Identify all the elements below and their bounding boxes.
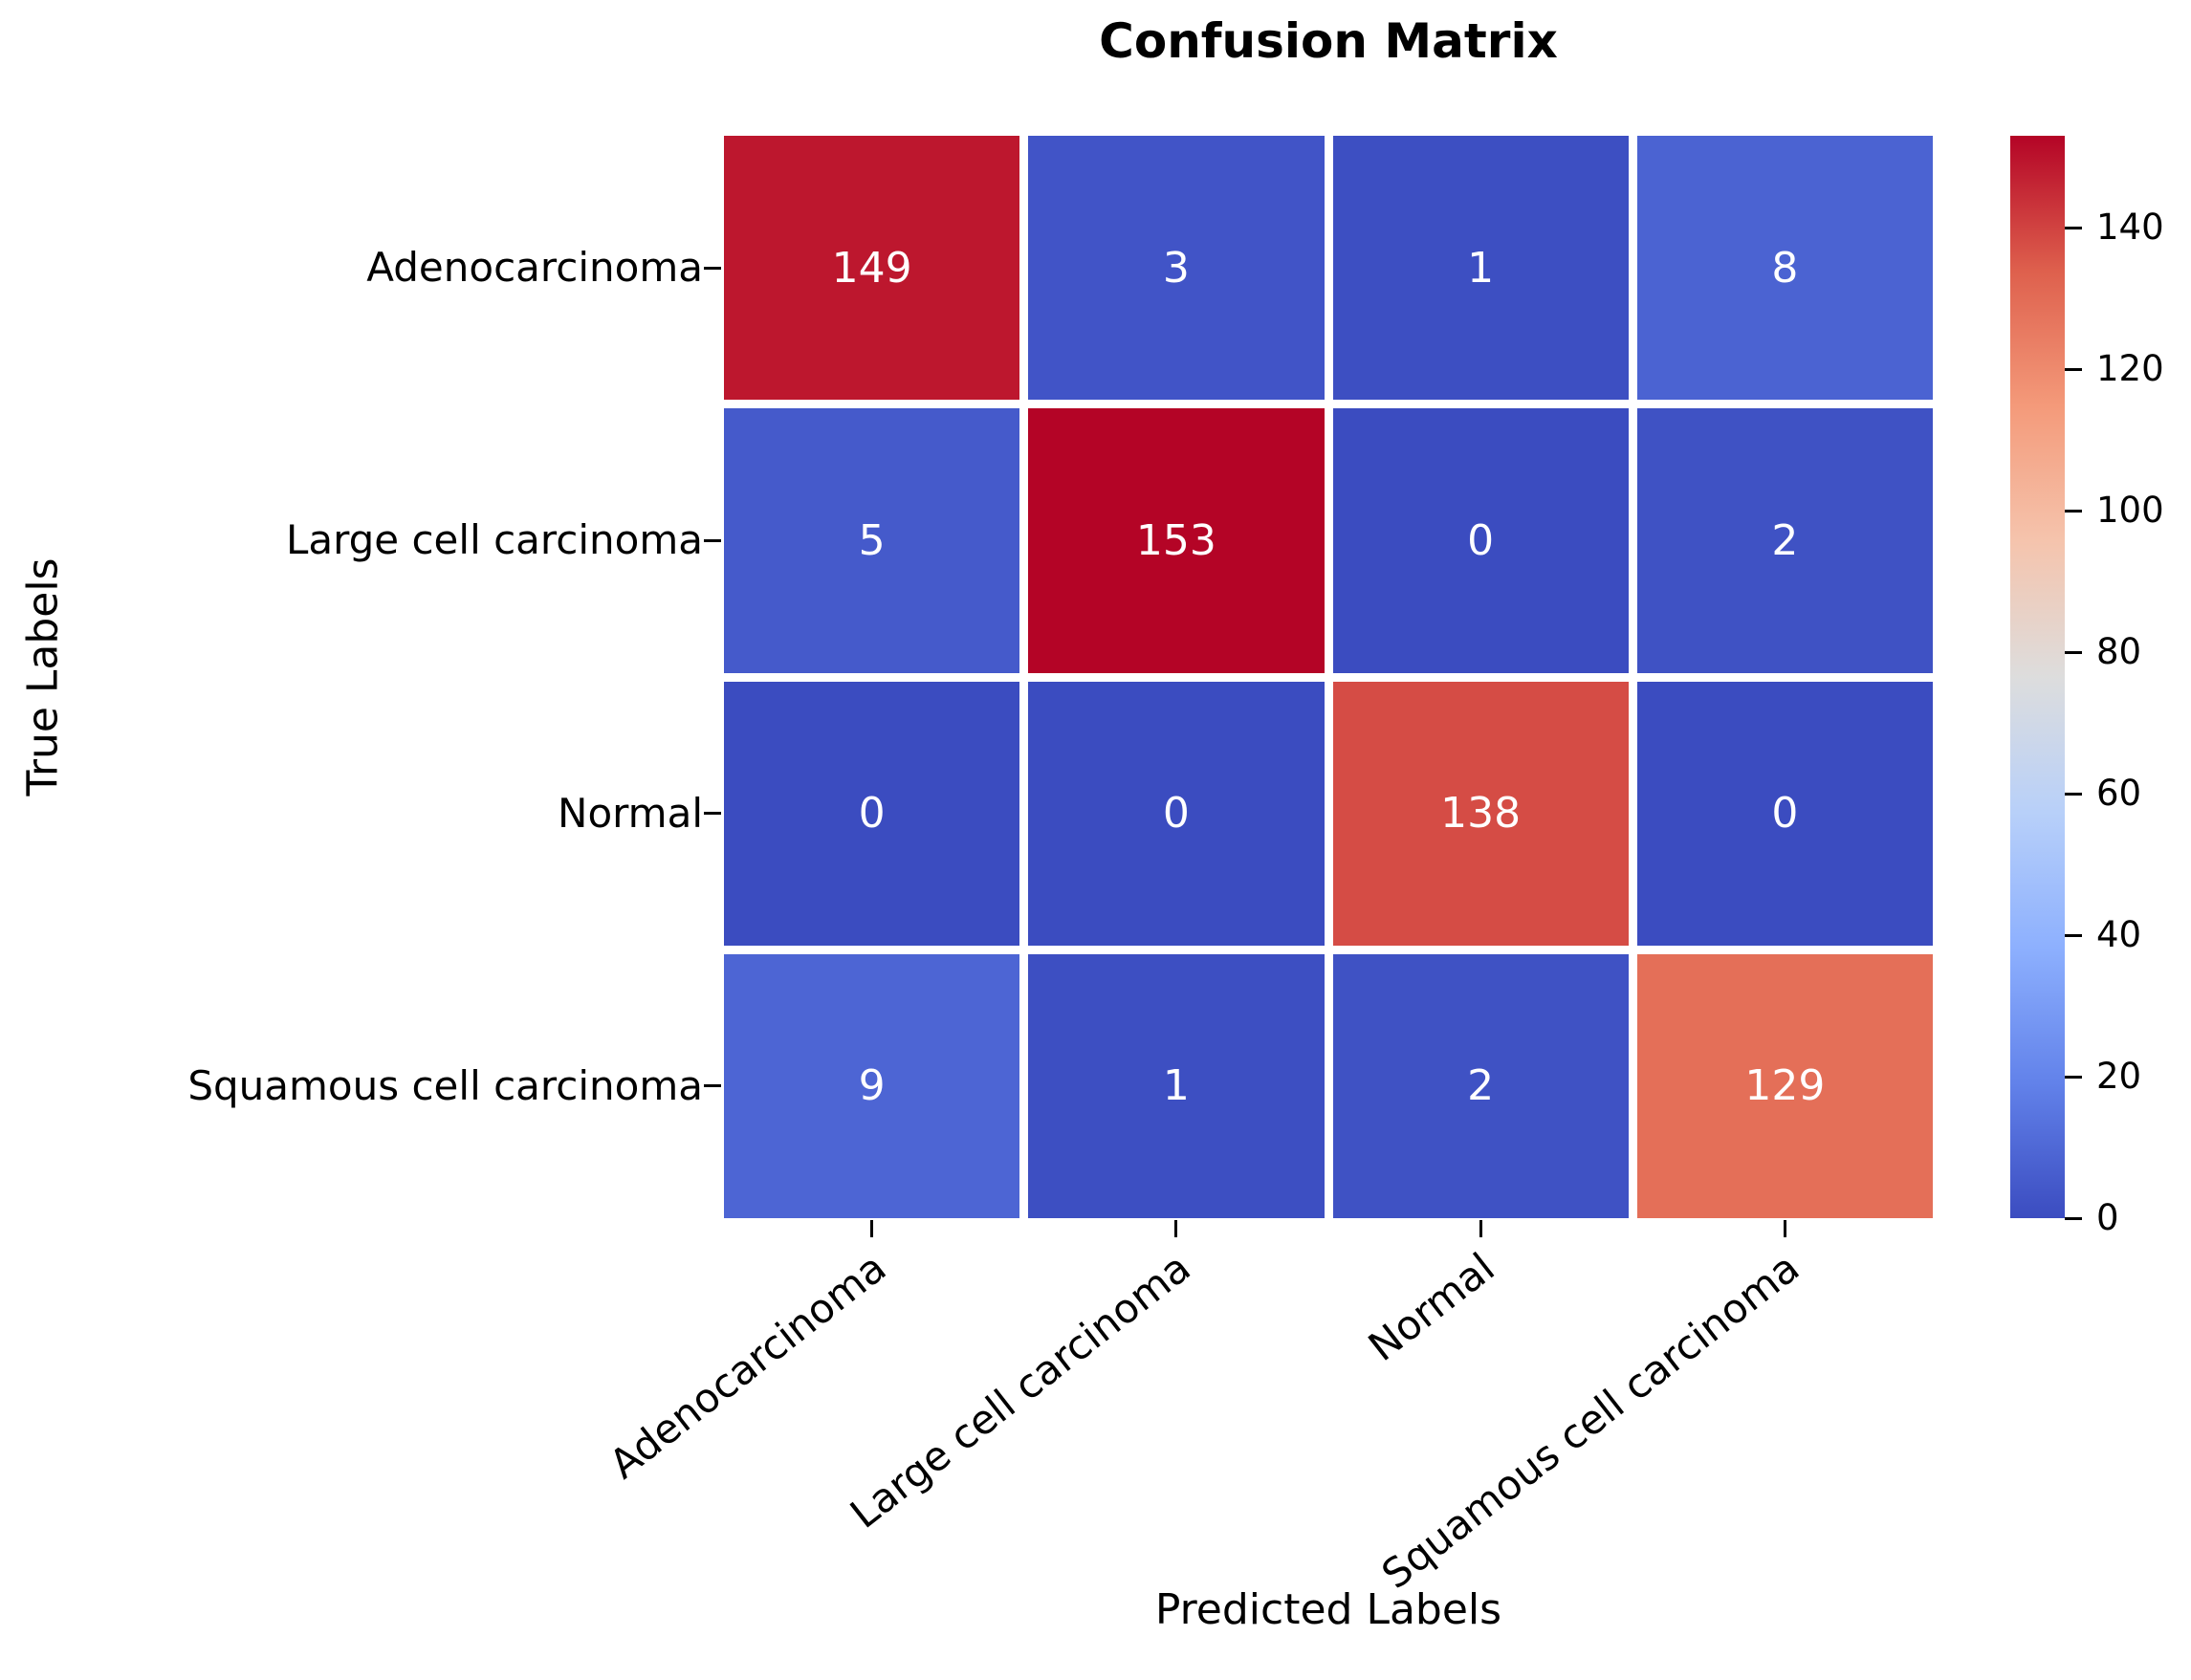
cell-value: 1 (1467, 243, 1495, 293)
colorbar-tick-label: 20 (2096, 1056, 2142, 1098)
heatmap-cell: 1 (1332, 136, 1629, 401)
cell-value: 5 (858, 515, 886, 565)
cell-value: 0 (1162, 789, 1190, 839)
colorbar-tick-mark (2065, 650, 2082, 654)
cell-value: 1 (1162, 1061, 1190, 1111)
cell-value: 129 (1744, 1061, 1826, 1111)
colorbar-tick-mark (2065, 1216, 2082, 1220)
heatmap-cell: 153 (1028, 408, 1325, 673)
cell-value: 0 (1467, 515, 1495, 565)
y-tick-mark (704, 812, 721, 816)
cell-value: 3 (1162, 243, 1190, 293)
x-tick-mark (1783, 1220, 1786, 1237)
colorbar-tick-mark (2065, 933, 2082, 937)
x-tick-label: Normal (1359, 1243, 1503, 1371)
cell-value: 8 (1771, 243, 1799, 293)
colorbar-tick-mark (2065, 509, 2082, 513)
heatmap-cell: 2 (1636, 408, 1933, 673)
x-axis-label: Predicted Labels (1154, 1585, 1502, 1634)
cell-value: 0 (858, 789, 886, 839)
x-tick-mark (1479, 1220, 1482, 1237)
chart-title: Confusion Matrix (1099, 13, 1558, 69)
y-tick-label: Adenocarcinoma (366, 244, 703, 292)
colorbar-tick-mark (2065, 367, 2082, 371)
y-tick-label: Large cell carcinoma (285, 516, 703, 564)
cell-value: 153 (1135, 515, 1216, 565)
cell-value: 0 (1771, 789, 1799, 839)
colorbar-tick-label: 80 (2096, 631, 2142, 673)
heatmap-cell: 1 (1028, 953, 1325, 1218)
colorbar (2010, 136, 2065, 1218)
colorbar-tick-label: 0 (2096, 1197, 2119, 1238)
heatmap-cell: 129 (1636, 953, 1933, 1218)
heatmap-cell: 138 (1332, 681, 1629, 946)
colorbar-tick-mark (2065, 1075, 2082, 1079)
x-tick-label: Adenocarcinoma (601, 1243, 895, 1489)
colorbar-tick-label: 100 (2096, 490, 2164, 532)
x-tick-mark (1174, 1220, 1178, 1237)
heatmap-cell: 149 (724, 136, 1020, 401)
y-tick-mark (704, 266, 721, 270)
heatmap-cell: 8 (1636, 136, 1933, 401)
y-tick-label: Squamous cell carcinoma (187, 1061, 703, 1109)
cell-value: 2 (1467, 1061, 1495, 1111)
y-tick-mark (704, 538, 721, 542)
cell-value: 149 (831, 243, 912, 293)
colorbar-tick-mark (2065, 226, 2082, 229)
y-tick-mark (704, 1084, 721, 1088)
heatmap-cell: 0 (724, 681, 1020, 946)
heatmap-cell: 0 (1332, 408, 1629, 673)
cell-value: 9 (858, 1061, 886, 1111)
x-tick-mark (870, 1220, 874, 1237)
heatmap-cell: 9 (724, 953, 1020, 1218)
heatmap-cell: 5 (724, 408, 1020, 673)
colorbar-tick-label: 140 (2096, 207, 2164, 249)
y-tick-label: Normal (558, 789, 703, 837)
colorbar-tick-label: 60 (2096, 773, 2142, 815)
heatmap-grid: 149 3 1 8 5 153 0 2 0 0 138 0 9 1 2 129 (724, 136, 1933, 1218)
heatmap-cell: 0 (1028, 681, 1325, 946)
heatmap-cell: 3 (1028, 136, 1325, 401)
heatmap-cell: 2 (1332, 953, 1629, 1218)
cell-value: 138 (1440, 789, 1522, 839)
x-tick-label: Large cell carcinoma (841, 1243, 1199, 1538)
colorbar-tick-mark (2065, 792, 2082, 796)
heatmap-cell: 0 (1636, 681, 1933, 946)
cell-value: 2 (1771, 515, 1799, 565)
colorbar-tick-label: 120 (2096, 348, 2164, 390)
colorbar-tick-label: 40 (2096, 914, 2142, 956)
y-axis-label: True Labels (18, 557, 68, 796)
